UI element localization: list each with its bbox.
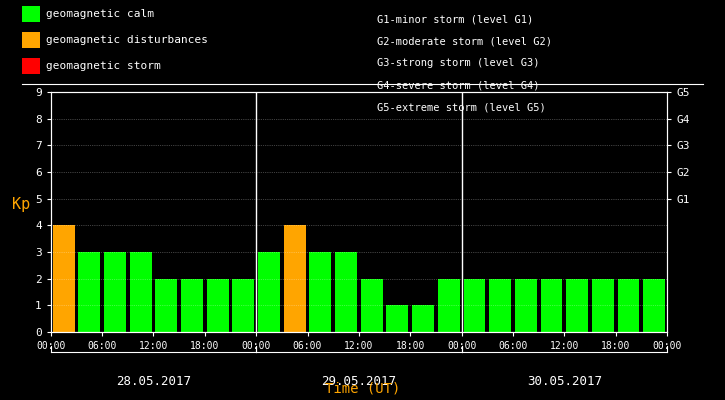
Bar	[515, 279, 536, 332]
Bar	[207, 279, 228, 332]
Text: geomagnetic disturbances: geomagnetic disturbances	[46, 35, 207, 45]
Bar	[566, 279, 588, 332]
Text: 29.05.2017: 29.05.2017	[321, 375, 397, 388]
Text: Time (UT): Time (UT)	[325, 382, 400, 396]
Bar	[130, 252, 152, 332]
Text: 30.05.2017: 30.05.2017	[527, 375, 602, 388]
Bar	[489, 279, 511, 332]
Bar	[181, 279, 203, 332]
Bar	[335, 252, 357, 332]
Bar	[438, 279, 460, 332]
Text: G1-minor storm (level G1): G1-minor storm (level G1)	[377, 14, 534, 24]
Bar	[155, 279, 177, 332]
Text: G3-strong storm (level G3): G3-strong storm (level G3)	[377, 58, 539, 68]
Bar	[618, 279, 639, 332]
Bar	[283, 225, 306, 332]
Bar	[78, 252, 100, 332]
Bar	[233, 279, 254, 332]
Y-axis label: Kp: Kp	[12, 197, 30, 212]
Bar	[592, 279, 614, 332]
Bar	[310, 252, 331, 332]
Bar	[463, 279, 485, 332]
Text: G5-extreme storm (level G5): G5-extreme storm (level G5)	[377, 102, 546, 112]
Text: 28.05.2017: 28.05.2017	[116, 375, 191, 388]
Bar	[386, 305, 408, 332]
Bar	[541, 279, 563, 332]
Text: G4-severe storm (level G4): G4-severe storm (level G4)	[377, 80, 539, 90]
Bar	[643, 279, 665, 332]
Bar	[258, 252, 280, 332]
Bar	[361, 279, 383, 332]
Bar	[412, 305, 434, 332]
Text: G2-moderate storm (level G2): G2-moderate storm (level G2)	[377, 36, 552, 46]
Bar	[104, 252, 126, 332]
Bar	[53, 225, 75, 332]
Text: geomagnetic calm: geomagnetic calm	[46, 9, 154, 19]
Text: geomagnetic storm: geomagnetic storm	[46, 61, 160, 71]
